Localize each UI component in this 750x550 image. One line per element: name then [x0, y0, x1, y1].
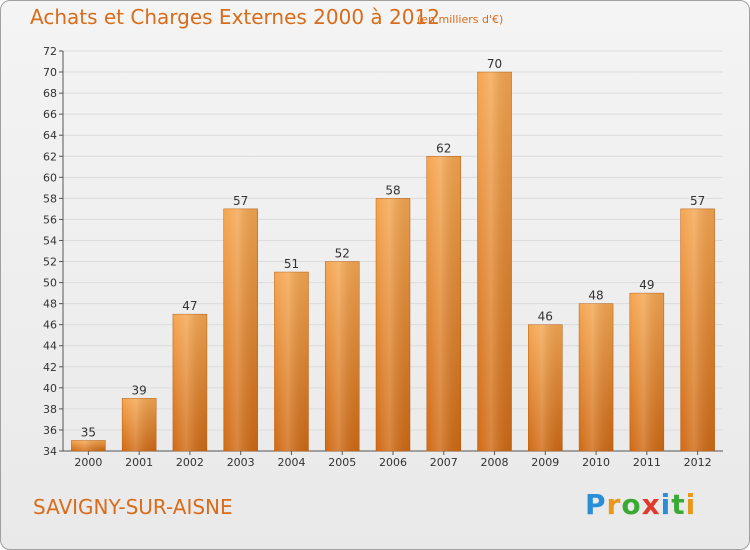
- data-label: 52: [335, 247, 350, 261]
- data-label: 48: [588, 289, 603, 303]
- location-name: SAVIGNY-SUR-AISNE: [33, 495, 233, 519]
- y-tick-labels: 34 36 38 40 42 44 46 48 50 52 54 56 58 60 62 64 66 68 70 72: [43, 45, 57, 458]
- y-tick-label: 46: [43, 319, 57, 332]
- chart-title: Achats et Charges Externes 2000 à 2012: [30, 5, 440, 29]
- bar-shine: [325, 261, 360, 451]
- x-tick-label: 2002: [176, 456, 204, 469]
- bar-shine: [629, 293, 664, 451]
- data-label: 46: [538, 310, 553, 324]
- bar-shine: [579, 303, 614, 451]
- bars: [71, 71, 715, 452]
- y-tick-label: 58: [43, 192, 57, 205]
- data-label: 62: [436, 141, 451, 155]
- y-tick-label: 40: [43, 382, 57, 395]
- chart-subtitle: (en milliers d'€): [417, 13, 504, 26]
- y-tick-label: 66: [43, 108, 57, 121]
- bar-shine: [426, 156, 461, 451]
- y-tick-label: 56: [43, 213, 57, 226]
- y-tick-label: 62: [43, 150, 57, 163]
- logo-letter: r: [606, 488, 622, 521]
- y-tick-label: 70: [43, 66, 57, 79]
- y-tick-label: 42: [43, 361, 57, 374]
- logo-letter: o: [621, 488, 642, 521]
- y-tick-label: 72: [43, 45, 57, 58]
- y-tick-label: 64: [43, 129, 57, 142]
- y-tick-label: 36: [43, 424, 57, 437]
- logo-letter: t: [671, 488, 686, 521]
- x-tick-label: 2009: [531, 456, 559, 469]
- bar-shine: [376, 198, 410, 451]
- y-tick-label: 50: [43, 277, 57, 290]
- data-label: 57: [233, 194, 248, 208]
- data-label: 39: [132, 383, 147, 397]
- x-tick-labels: 2000 2001 2002 2003 2004 2005 2006 2007 2008 2009…: [74, 456, 711, 469]
- bar-shine: [122, 398, 157, 451]
- y-tick-label: 52: [43, 256, 57, 269]
- x-tick-label: 2011: [633, 456, 661, 469]
- data-label: 49: [639, 278, 654, 292]
- bar-shine: [680, 208, 715, 451]
- bar-shine: [71, 440, 106, 451]
- y-tick-label: 48: [43, 298, 57, 311]
- y-tick-label: 60: [43, 171, 57, 184]
- x-tick-label: 2005: [328, 456, 356, 469]
- x-tick-label: 2004: [277, 456, 305, 469]
- logo-letter: i: [660, 488, 672, 521]
- x-tick-label: 2003: [227, 456, 255, 469]
- bar-shine: [172, 314, 207, 451]
- data-label: 70: [487, 57, 502, 71]
- logo-letter: P: [585, 488, 607, 521]
- x-tick-label: 2012: [684, 456, 712, 469]
- logo-letter: i: [685, 488, 697, 521]
- x-tick-label: 2010: [582, 456, 610, 469]
- x-tick-label: 2001: [125, 456, 153, 469]
- logo-letter: x: [641, 488, 661, 521]
- x-tick-label: 2007: [430, 456, 458, 469]
- data-label: 51: [284, 257, 299, 271]
- x-tick-label: 2008: [481, 456, 509, 469]
- y-tick-label: 34: [43, 445, 57, 458]
- y-tick-label: 44: [43, 340, 57, 353]
- data-label: 35: [81, 425, 96, 439]
- x-tick-label: 2006: [379, 456, 407, 469]
- bar-shine: [528, 324, 563, 451]
- bar-shine: [274, 272, 309, 451]
- bar-shine: [223, 208, 258, 451]
- y-tick-label: 38: [43, 403, 57, 416]
- proxiti-logo: Proxiti: [585, 488, 696, 521]
- x-tick-label: 2000: [74, 456, 102, 469]
- bar-shine: [477, 72, 512, 451]
- data-label: 57: [690, 194, 705, 208]
- data-label: 58: [385, 183, 400, 197]
- y-tick-label: 54: [43, 234, 57, 247]
- y-tick-label: 68: [43, 87, 57, 100]
- data-labels: 35 39 47 57 51 52 58 62 70 46 48 49 57: [81, 57, 706, 439]
- data-label: 47: [182, 299, 197, 313]
